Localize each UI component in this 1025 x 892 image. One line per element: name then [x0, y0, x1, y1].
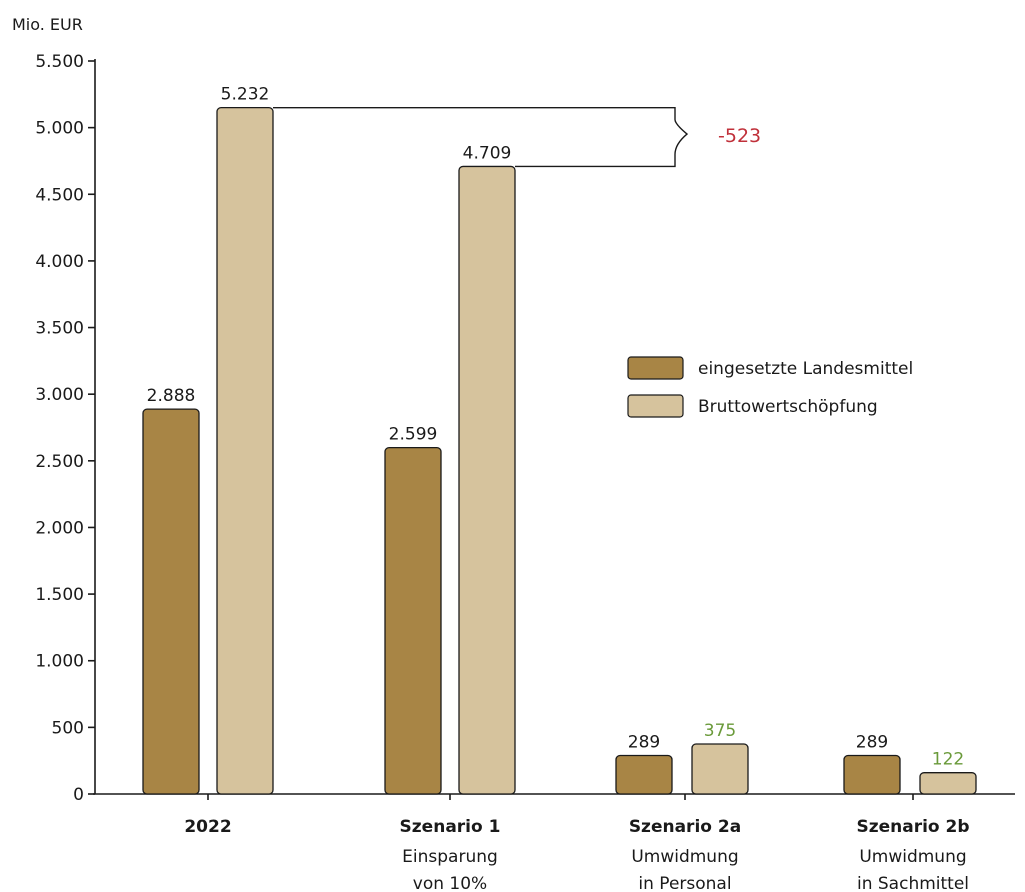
category-label: Szenario 2a: [629, 817, 741, 837]
legend-swatch: [627, 394, 684, 418]
y-tick-label: 500: [52, 718, 84, 738]
data-labels: 2.888 2.599 289 289 5.232 4.709 375 122: [147, 85, 965, 770]
category-label: Szenario 2b: [856, 817, 969, 837]
bar-landesmittel: [843, 754, 901, 795]
bar-landesmittel: [615, 754, 673, 795]
y-tick-label: 5.500: [35, 52, 84, 72]
data-label: 5.232: [221, 85, 270, 105]
bar-landesmittel: [142, 408, 200, 795]
y-tick-label: 4.500: [35, 185, 84, 205]
data-label: 289: [856, 732, 888, 752]
y-tick-label: 0: [73, 785, 84, 805]
bar-landesmittel: [384, 446, 442, 795]
y-tick-label: 3.000: [35, 385, 84, 405]
y-axis-unit-label: Mio. EUR: [12, 15, 83, 34]
category-label: Szenario 1: [400, 817, 501, 837]
y-tick-label: 4.000: [35, 252, 84, 272]
category-labels: 2022 Szenario 1 Einsparung von 10% Szenario …: [184, 817, 969, 892]
bar-bruttowertschoepfung: [216, 106, 274, 795]
data-label: 122: [932, 750, 964, 770]
difference-bracket: [273, 106, 689, 168]
data-label: 2.599: [389, 425, 438, 445]
y-tick-label: 3.500: [35, 319, 84, 339]
y-tick-label: 2.500: [35, 452, 84, 472]
bar-bruttowertschoepfung: [919, 772, 977, 795]
bars: [142, 106, 977, 795]
axis: Mio. EUR 0 500 1.000 1.500 2.000 2.500 3.000 3.5…: [12, 15, 1015, 805]
y-tick-label: 2.000: [35, 518, 84, 538]
annotations: -523: [273, 106, 761, 168]
data-label: 2.888: [147, 386, 196, 406]
category-sublabel: von 10%: [413, 874, 487, 892]
y-tick-label: 1.000: [35, 652, 84, 672]
difference-label: -523: [718, 125, 761, 147]
category-sublabel: Umwidmung: [631, 847, 738, 867]
legend: eingesetzte Landesmittel Bruttowertschöpf…: [627, 356, 913, 418]
data-label: 375: [704, 721, 736, 741]
category-sublabel: Umwidmung: [859, 847, 966, 867]
y-tick-label: 5.000: [35, 119, 84, 139]
y-tick-label: 1.500: [35, 585, 84, 605]
legend-label: eingesetzte Landesmittel: [698, 359, 913, 379]
bar-bruttowertschoepfung: [458, 165, 516, 795]
bar-bruttowertschoepfung: [691, 743, 749, 795]
category-label: 2022: [184, 817, 231, 837]
legend-swatch: [627, 356, 684, 380]
legend-label: Bruttowertschöpfung: [698, 397, 878, 417]
category-sublabel: Einsparung: [402, 847, 498, 867]
category-sublabel: in Personal: [638, 874, 731, 892]
data-label: 289: [628, 732, 660, 752]
category-sublabel: in Sachmittel: [857, 874, 969, 892]
data-label: 4.709: [463, 143, 512, 163]
